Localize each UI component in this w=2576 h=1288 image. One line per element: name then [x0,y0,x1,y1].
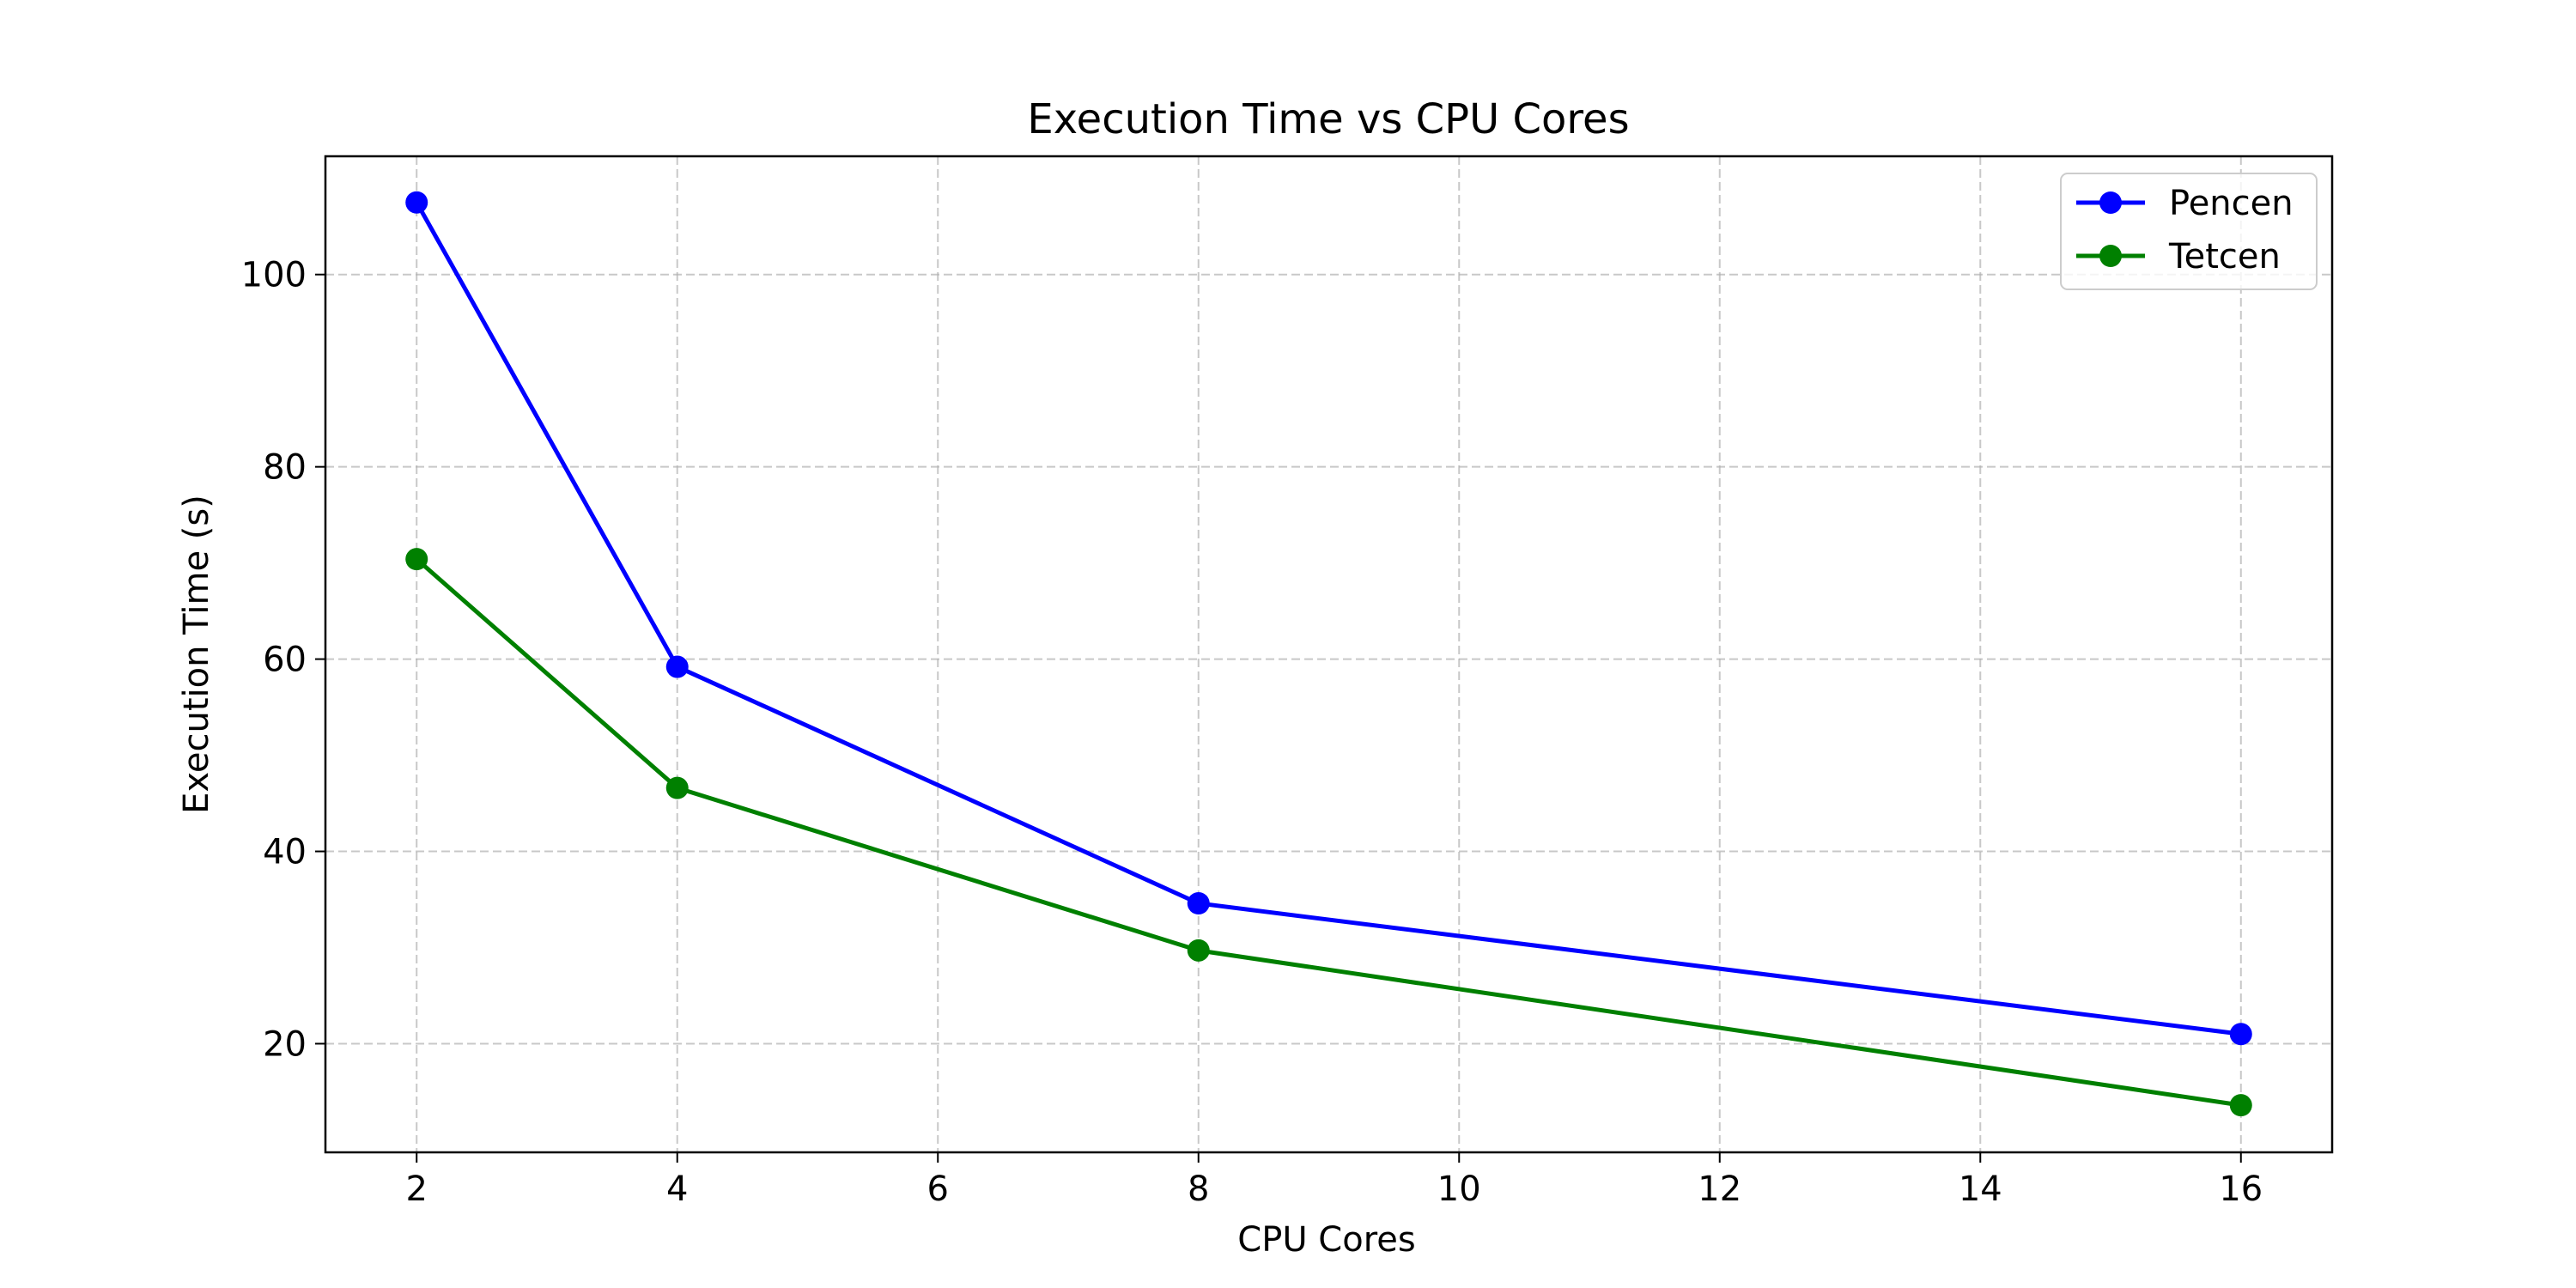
x-tick-label: 14 [1959,1170,2002,1209]
series-line [415,201,2242,1036]
x-tick-label: 12 [1698,1170,1741,1209]
grid [325,156,2332,1152]
data-point [1187,892,1210,914]
data-point [2229,1094,2252,1117]
series-pencen [405,191,2252,1046]
y-tick-label: 80 [263,448,307,488]
data-point [2229,1023,2252,1046]
x-axis-label: CPU Cores [1237,1220,1415,1260]
ticks: 2 4 6 8 10 12 14 16 20 40 60 80 100 [241,256,2263,1209]
x-tick-label: 8 [1188,1170,1209,1209]
x-tick-label: 16 [2219,1170,2263,1209]
legend-label: Tetcen [2168,237,2281,276]
y-tick-label: 40 [263,833,307,872]
series-line [415,557,2242,1108]
legend-marker [2099,245,2122,267]
series-layer [405,191,2252,1117]
data-point [1187,939,1210,962]
y-tick-label: 20 [263,1024,307,1064]
legend-item-tetcen: Tetcen [2076,237,2281,276]
x-tick-label: 4 [666,1170,688,1209]
plot-frame [324,155,2334,1154]
legend-item-pencen: Pencen [2076,184,2293,223]
data-point [665,776,689,799]
chart-title: Execution Time vs CPU Cores [1027,95,1629,143]
y-axis-label: Execution Time (s) [177,495,216,814]
legend-marker [2099,191,2122,214]
y-tick-label: 60 [263,641,307,680]
x-tick-label: 2 [406,1170,428,1209]
y-tick-label: 100 [241,256,307,295]
legend: Pencen Tetcen [2060,173,2318,290]
series-tetcen [405,548,2252,1117]
data-point [405,548,428,571]
x-tick-label: 6 [927,1170,949,1209]
x-tick-label: 10 [1437,1170,1481,1209]
data-point [405,191,428,214]
legend-label: Pencen [2169,184,2293,223]
data-point [665,655,689,678]
